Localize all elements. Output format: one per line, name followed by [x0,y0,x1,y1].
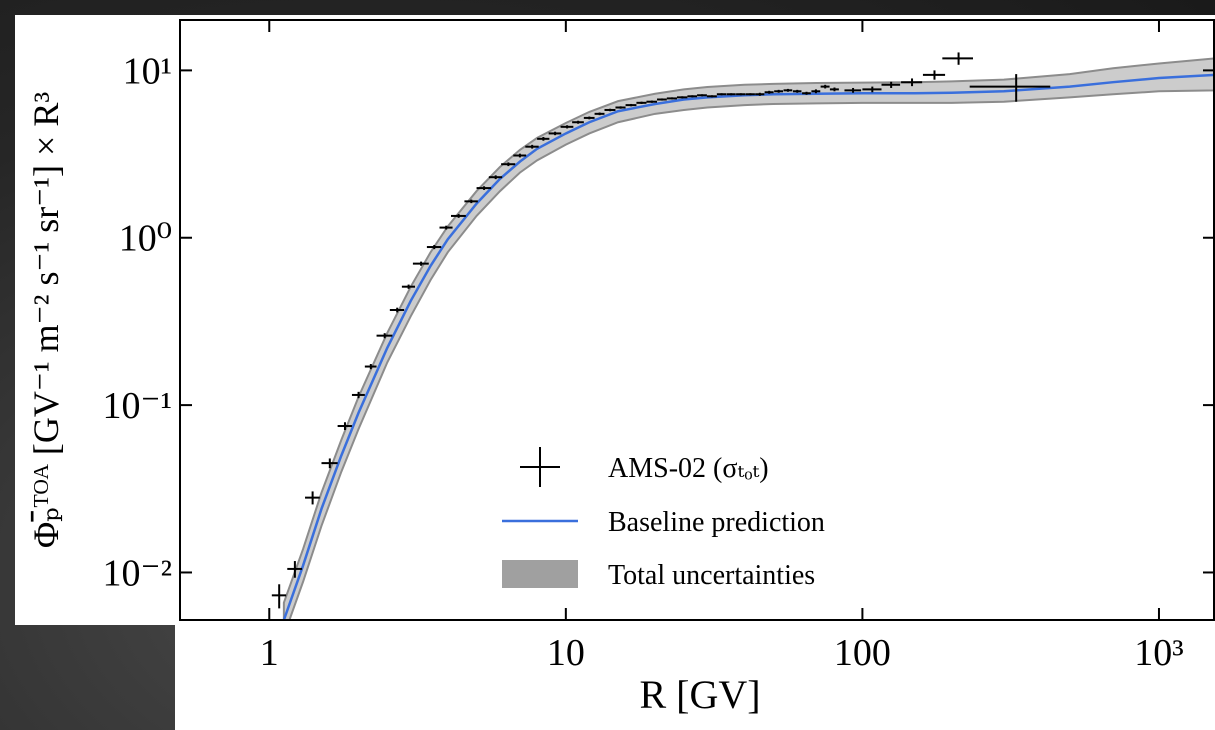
y-tick-label: 10⁻² [103,552,172,594]
baseline-line [282,73,1215,620]
legend-label: Total uncertainties [608,560,815,591]
legend-label: AMS-02 (σₜₒₜ) [608,453,769,484]
uncertainty-band [282,57,1215,620]
axes: 1 10 100 10³ 10⁻² 10⁻¹ 10⁰ 10¹ AMS-02 (σₜₒₜ) Base… [103,19,1215,674]
x-tick-label: 100 [834,632,891,674]
y-axis-label: Φₚ̄ᵀᴼᴬ [GV⁻¹ m⁻² s⁻¹ sr⁻¹] × R³ [26,92,66,548]
x-tick-label: 10³ [1134,632,1183,674]
x-tick-label: 1 [260,632,279,674]
x-axis-label: R [GV] [639,672,760,717]
y-tick-label: 10⁻¹ [103,385,172,427]
y-tick-label: 10¹ [123,50,172,92]
x-tick-label: 10 [547,632,585,674]
legend-label: Baseline prediction [608,507,825,538]
y-tick-label: 10⁰ [119,218,172,260]
plot-area [271,52,1215,620]
figure-background [15,15,1215,730]
legend-marker [502,560,578,588]
axes-frame [179,19,1215,621]
